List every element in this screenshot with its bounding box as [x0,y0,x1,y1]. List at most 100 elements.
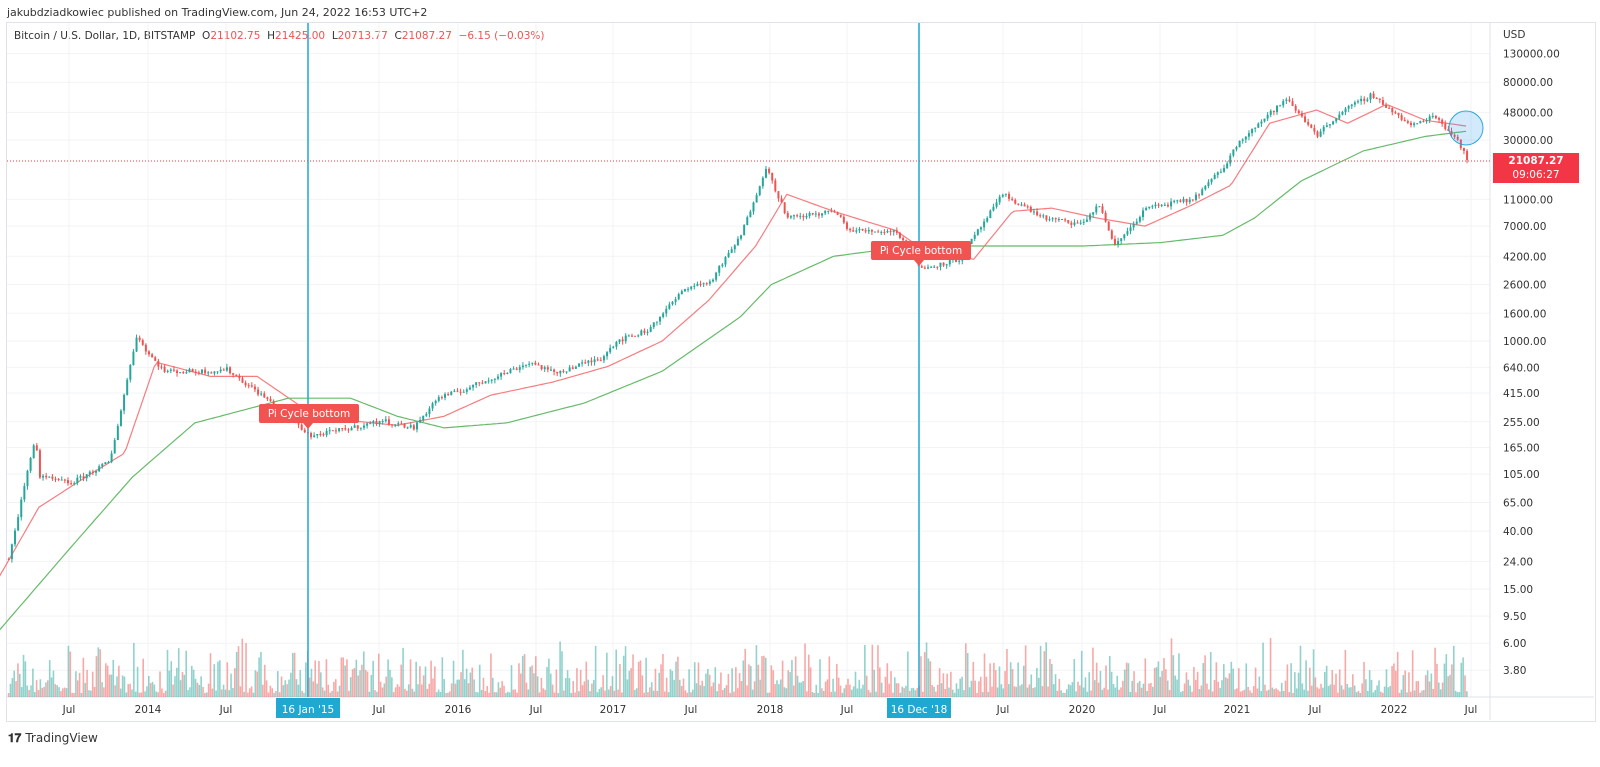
volume-bar [907,651,909,697]
y-tick-label: 130000.00 [1503,49,1560,61]
volume-bar [564,678,567,697]
volume-bar [1110,671,1113,697]
candle [1350,104,1353,107]
candle [936,266,939,268]
volume-bar [1297,672,1300,697]
pi-cycle-label[interactable] [871,241,971,260]
candle [1347,106,1350,109]
candle [472,384,475,388]
candle [861,228,864,231]
candle [1332,121,1335,125]
volume-bar [563,690,565,697]
volume-bar [583,681,586,697]
volume-bar [91,671,94,697]
volume-bar [35,680,38,697]
candle [634,335,637,337]
x-tick-label: Jul [372,704,386,716]
volume-bar [1026,687,1029,697]
candle [1269,110,1272,115]
volume-bar [480,689,483,697]
open-label: O [202,30,211,42]
volume-bar [1032,688,1034,697]
volume-bar [28,689,30,697]
volume-bar [26,685,29,697]
candle [91,471,94,473]
volume-bar [185,650,187,697]
volume-bar [463,679,466,697]
candle [1272,110,1275,113]
candle [132,351,135,366]
volume-bar [1417,680,1420,697]
candle [578,363,581,367]
volume-bar [1391,665,1393,697]
candle [344,428,347,430]
candle [1328,124,1331,126]
volume-bar [241,638,244,697]
volume-bar [104,663,107,697]
x-tick-label: 2016 [445,704,472,716]
volume-bar [658,672,661,697]
volume-bar [828,656,831,697]
volume-bar [1054,674,1057,697]
volume-bar [602,675,604,697]
bar-countdown: 09:06:27 [1512,169,1559,181]
candle [1226,163,1229,169]
candle [213,371,216,374]
volume-bar [376,691,378,697]
y-tick-label: 1000.00 [1503,336,1546,348]
volume-bar [699,685,702,697]
volume-bar [856,688,859,697]
volume-bar [804,643,806,697]
volume-bar [282,685,285,697]
volume-bar [873,669,876,697]
volume-bar [695,683,698,697]
volume-bar [987,691,990,697]
candle [163,366,166,372]
volume-bar [1443,663,1446,697]
candle [948,259,951,265]
candle [839,214,842,217]
volume-bar [637,661,640,697]
candle [1282,101,1285,106]
candle [110,453,113,463]
volume-bar [787,670,790,697]
volume-bar [540,677,543,697]
volume-bar [843,688,846,697]
volume-bar [748,664,750,697]
candle [1238,140,1241,148]
volume-bar [1395,670,1397,697]
candle [1254,127,1257,129]
volume-bar [1165,669,1167,697]
highlight-circle[interactable] [1448,110,1484,146]
tradingview-footer[interactable]: 𝟏𝟕 TradingView [8,731,98,746]
volume-bar [1176,679,1178,697]
candle [141,340,144,345]
volume-bar [473,679,475,697]
volume-bar [757,664,760,697]
volume-bar [596,692,599,697]
volume-bar [217,661,219,697]
symbol-name[interactable]: Bitcoin / U.S. Dollar, 1D, BITSTAMP [14,30,196,42]
volume-bar [755,645,758,697]
candle [817,213,820,216]
volume-bar [499,687,502,697]
volume-bar [697,662,700,697]
volume-bar [1125,662,1128,697]
candle [1057,219,1060,221]
volume-bar [385,676,388,697]
candle [1129,227,1132,232]
low-label: L [331,30,338,42]
volume-bar [1157,661,1160,697]
candle [1079,222,1082,224]
volume-bar [1301,683,1304,697]
volume-bar [778,684,780,697]
pi-cycle-label[interactable] [259,404,359,423]
volume-bar [1279,691,1281,697]
volume-bar [1381,692,1384,697]
candle [1042,215,1045,217]
volume-bar [783,687,786,697]
volume-bar [807,654,810,697]
candle [531,362,534,364]
volume-bar [1064,692,1066,697]
